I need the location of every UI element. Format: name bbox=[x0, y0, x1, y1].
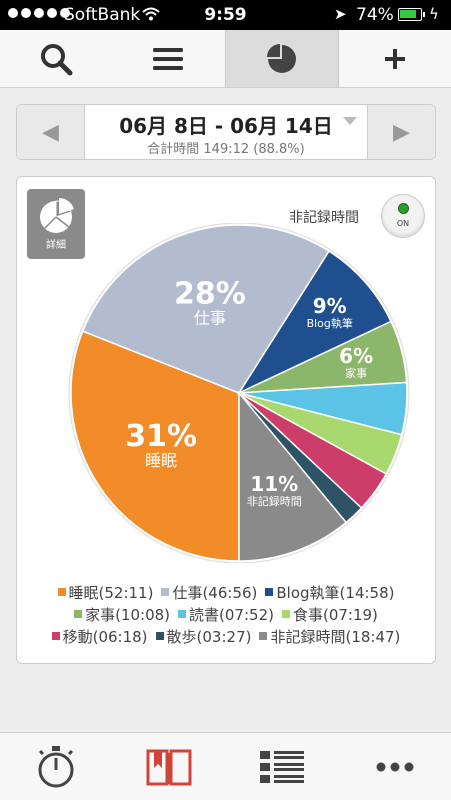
carrier-name: SoftBank bbox=[64, 5, 141, 25]
battery-icon bbox=[398, 8, 425, 21]
search-icon bbox=[41, 43, 73, 75]
slice-name-label: Blog執筆 bbox=[307, 316, 353, 330]
legend-swatch bbox=[178, 610, 187, 618]
previous-week-button[interactable]: ◀ bbox=[17, 105, 85, 159]
legend-item: 移動(06:18) bbox=[51, 626, 148, 647]
dropdown-caret-icon[interactable] bbox=[343, 117, 357, 125]
pie-chart-icon bbox=[40, 198, 74, 233]
legend-item: 睡眠(52:11) bbox=[57, 582, 154, 603]
triangle-right-icon: ▶ bbox=[393, 119, 410, 145]
legend-item: 読書(07:52) bbox=[178, 604, 274, 625]
legend-label: 非記録時間(18:47) bbox=[270, 627, 401, 646]
next-week-button[interactable]: ▶ bbox=[367, 105, 435, 159]
slice-name-label: 睡眠 bbox=[145, 451, 177, 470]
bottom-tab-bar bbox=[0, 732, 451, 800]
add-button[interactable] bbox=[339, 30, 451, 87]
status-bar: SoftBank 9:59 ➤ 74% ϟ bbox=[0, 0, 451, 30]
legend-row: 家事(10:08) 読書(07:52) 食事(07:19) bbox=[17, 603, 435, 625]
legend-swatch bbox=[155, 632, 164, 640]
pie-slice[interactable] bbox=[238, 390, 348, 562]
legend-item: Blog執筆(14:58) bbox=[265, 582, 394, 603]
charging-bolt-icon: ϟ bbox=[429, 5, 439, 23]
signal-dots-icon bbox=[8, 8, 70, 18]
add-icon bbox=[384, 48, 405, 69]
slice-percent-label: 28% bbox=[174, 277, 246, 312]
legend-swatch bbox=[74, 610, 83, 618]
slice-percent-label: 31% bbox=[125, 419, 197, 454]
tab-list[interactable] bbox=[226, 733, 339, 800]
clock: 9:59 bbox=[204, 5, 247, 25]
slice-percent-label: 6% bbox=[339, 344, 373, 368]
legend-label: 移動(06:18) bbox=[62, 627, 148, 646]
slice-name-label: 家事 bbox=[345, 366, 367, 380]
location-arrow-icon: ➤ bbox=[334, 5, 347, 23]
date-range-label[interactable]: 06月 8日 - 06月 14日 bbox=[119, 114, 333, 138]
pie-slice[interactable] bbox=[81, 224, 331, 394]
total-time-label: 合計時間 149:12 (88.8%) bbox=[147, 142, 305, 157]
legend-swatch bbox=[259, 632, 268, 640]
unrecorded-toggle[interactable]: ON bbox=[381, 194, 425, 238]
slice-percent-label: 11% bbox=[250, 472, 298, 496]
triangle-left-icon: ◀ bbox=[42, 119, 59, 145]
legend-item: 散歩(03:27) bbox=[155, 626, 252, 647]
search-button[interactable] bbox=[0, 30, 112, 87]
pie-chart-icon bbox=[266, 43, 296, 73]
legend-item: 食事(07:19) bbox=[281, 604, 378, 625]
tab-more[interactable] bbox=[338, 733, 451, 800]
date-range-selector: ◀ 06月 8日 - 06月 14日 合計時間 149:12 (88.8%) ▶ bbox=[16, 104, 436, 160]
legend-label: 仕事(46:56) bbox=[172, 583, 258, 602]
legend-swatch bbox=[57, 588, 66, 596]
wifi-icon bbox=[142, 6, 160, 26]
chart-legend: 睡眠(52:11) 仕事(46:56) Blog執筆(14:58) 家事(10:08)… bbox=[17, 581, 435, 647]
slice-name-label: 仕事 bbox=[194, 309, 226, 328]
list-icon bbox=[259, 750, 304, 783]
legend-label: 読書(07:52) bbox=[189, 605, 274, 624]
legend-label: Blog執筆(14:58) bbox=[276, 583, 395, 602]
legend-swatch bbox=[161, 588, 170, 596]
legend-swatch bbox=[281, 610, 290, 618]
menu-button[interactable] bbox=[112, 30, 224, 87]
legend-item: 家事(10:08) bbox=[74, 604, 170, 625]
book-icon bbox=[146, 749, 192, 785]
battery-percent: 74% bbox=[356, 5, 394, 25]
slice-percent-label: 9% bbox=[313, 294, 347, 318]
toggle-led-icon bbox=[398, 203, 409, 214]
top-toolbar bbox=[0, 30, 451, 88]
detail-button[interactable]: 詳細 bbox=[27, 189, 85, 259]
legend-swatch bbox=[51, 632, 60, 640]
chart-card: 詳細 非記録時間 ON 31% 睡眠 28% 仕事 9% Blog執筆 6% 家事 11% 非記録… bbox=[16, 176, 436, 664]
menu-icon bbox=[153, 47, 184, 70]
legend-item: 非記録時間(18:47) bbox=[259, 626, 400, 647]
pie-slice[interactable] bbox=[236, 250, 393, 395]
more-icon bbox=[376, 762, 414, 771]
detail-button-label: 詳細 bbox=[46, 240, 66, 251]
toggle-label: ON bbox=[396, 219, 410, 228]
legend-label: 散歩(03:27) bbox=[166, 627, 252, 646]
legend-row: 睡眠(52:11) 仕事(46:56) Blog執筆(14:58) bbox=[17, 581, 435, 603]
unrecorded-time-label: 非記録時間 bbox=[289, 210, 359, 226]
legend-item: 仕事(46:56) bbox=[161, 582, 257, 603]
stopwatch-icon bbox=[38, 745, 74, 787]
legend-label: 睡眠(52:11) bbox=[68, 583, 154, 602]
legend-swatch bbox=[265, 588, 274, 596]
tab-stopwatch[interactable] bbox=[0, 733, 113, 800]
slice-name-label: 非記録時間 bbox=[247, 494, 302, 508]
chart-view-button[interactable] bbox=[224, 30, 339, 87]
legend-label: 家事(10:08) bbox=[85, 605, 171, 624]
pie-chart[interactable]: 31%睡眠 28%仕事 9%Blog執筆 6%家事 11%非記録時間 bbox=[65, 223, 413, 563]
tab-report[interactable] bbox=[113, 733, 226, 800]
legend-row: 移動(06:18) 散歩(03:27) 非記録時間(18:47) bbox=[17, 625, 435, 647]
pie-slice[interactable] bbox=[70, 330, 240, 562]
legend-label: 食事(07:19) bbox=[292, 605, 378, 624]
